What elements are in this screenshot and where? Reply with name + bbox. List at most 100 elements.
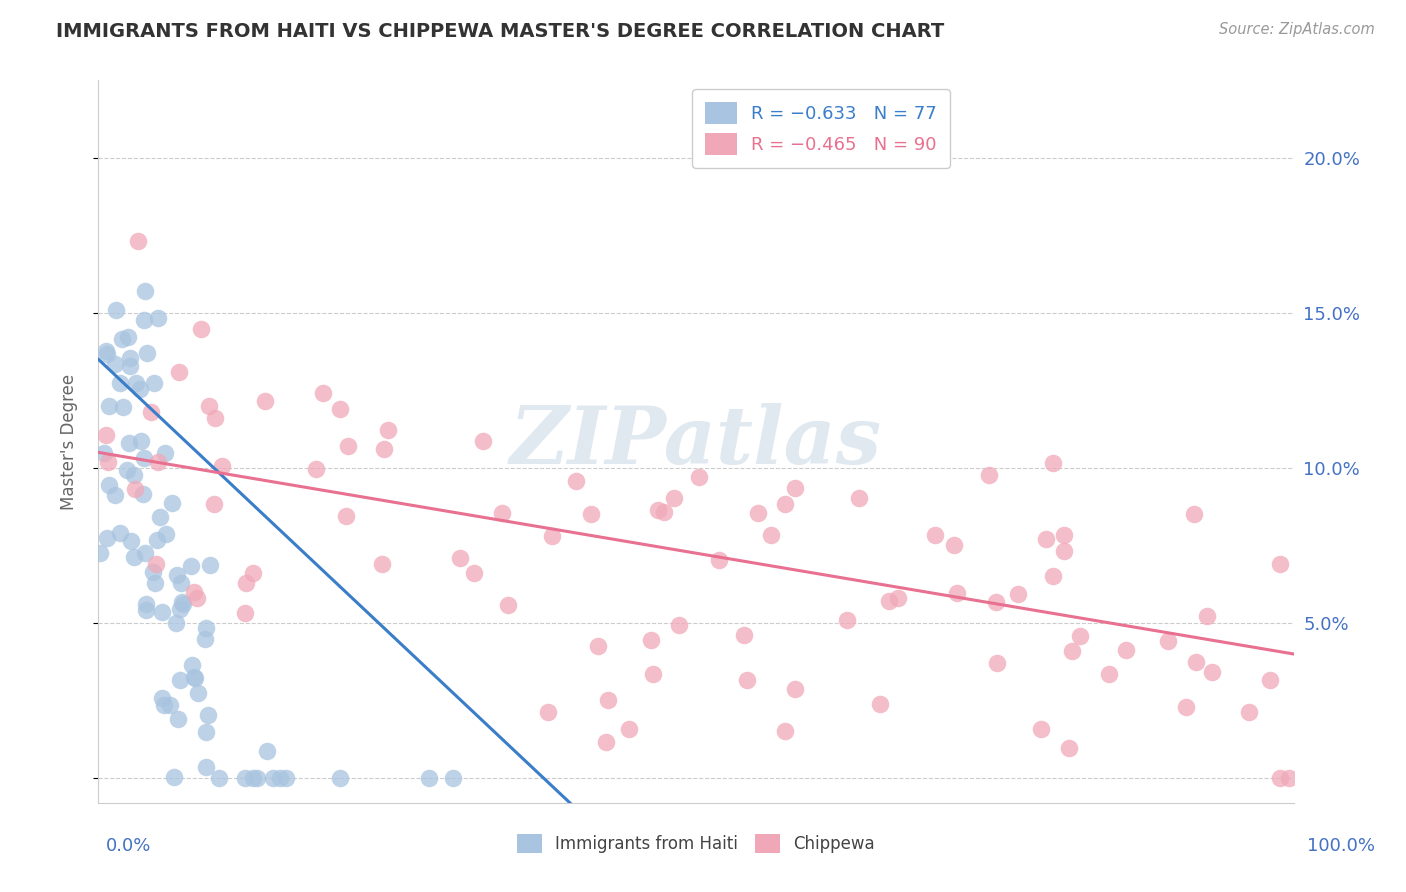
Point — [869, 698, 891, 712]
Point — [120, 359, 142, 374]
Point — [1278, 771, 1301, 785]
Point — [1053, 544, 1076, 558]
Point — [418, 771, 440, 785]
Point — [195, 760, 218, 774]
Point — [984, 595, 1007, 609]
Point — [124, 482, 146, 496]
Point — [132, 450, 155, 465]
Point — [96, 427, 118, 442]
Point — [134, 284, 156, 298]
Point — [253, 393, 276, 408]
Point — [305, 462, 328, 476]
Point — [945, 586, 967, 600]
Point — [108, 376, 131, 391]
Point — [1239, 705, 1261, 719]
Point — [194, 632, 217, 646]
Point — [142, 376, 165, 390]
Point — [640, 632, 662, 647]
Point — [737, 673, 759, 687]
Point — [877, 594, 900, 608]
Point — [98, 399, 121, 413]
Point — [166, 567, 188, 582]
Point — [1098, 667, 1121, 681]
Point — [135, 345, 157, 359]
Point — [169, 365, 191, 379]
Point — [169, 673, 191, 688]
Point — [837, 613, 859, 627]
Point — [118, 351, 141, 365]
Point — [1270, 771, 1292, 785]
Point — [89, 546, 111, 560]
Point — [1035, 532, 1057, 546]
Legend: Immigrants from Haiti, Chippewa: Immigrants from Haiti, Chippewa — [510, 827, 882, 860]
Text: IMMIGRANTS FROM HAITI VS CHIPPEWA MASTER'S DEGREE CORRELATION CHART: IMMIGRANTS FROM HAITI VS CHIPPEWA MASTER… — [56, 22, 945, 41]
Point — [165, 616, 187, 631]
Point — [159, 698, 181, 712]
Point — [233, 606, 256, 620]
Point — [924, 527, 946, 541]
Point — [943, 538, 966, 552]
Point — [785, 681, 807, 696]
Point — [977, 467, 1000, 482]
Point — [202, 497, 225, 511]
Point — [269, 771, 291, 785]
Point — [141, 405, 163, 419]
Point — [135, 597, 157, 611]
Point — [329, 771, 352, 785]
Point — [848, 491, 870, 505]
Point — [117, 329, 139, 343]
Point — [1057, 741, 1080, 756]
Point — [132, 487, 155, 501]
Point — [105, 302, 128, 317]
Point — [211, 458, 233, 473]
Point — [233, 771, 256, 785]
Point — [373, 442, 395, 456]
Point — [155, 527, 177, 541]
Point — [274, 771, 297, 785]
Point — [184, 671, 207, 685]
Point — [1069, 628, 1091, 642]
Text: 0.0%: 0.0% — [105, 837, 150, 855]
Point — [145, 533, 167, 548]
Point — [449, 551, 471, 566]
Point — [150, 691, 173, 706]
Point — [647, 503, 669, 517]
Point — [541, 529, 564, 543]
Point — [125, 376, 148, 391]
Point — [886, 591, 908, 605]
Point — [235, 576, 257, 591]
Point — [1115, 642, 1137, 657]
Point — [111, 332, 134, 346]
Point — [155, 446, 177, 460]
Point — [120, 533, 142, 548]
Point — [129, 382, 152, 396]
Text: Source: ZipAtlas.com: Source: ZipAtlas.com — [1219, 22, 1375, 37]
Point — [1062, 644, 1084, 658]
Point — [312, 386, 335, 401]
Point — [783, 481, 806, 495]
Point — [197, 708, 219, 723]
Point — [1182, 507, 1205, 521]
Point — [565, 475, 588, 489]
Point — [652, 505, 675, 519]
Point — [118, 436, 141, 450]
Point — [163, 771, 186, 785]
Point — [1042, 456, 1064, 470]
Point — [96, 347, 118, 361]
Point — [204, 411, 226, 425]
Text: ZIPatlas: ZIPatlas — [510, 403, 882, 480]
Point — [166, 712, 188, 726]
Point — [172, 597, 194, 611]
Point — [96, 531, 118, 545]
Point — [180, 558, 202, 573]
Point — [108, 526, 131, 541]
Point — [194, 724, 217, 739]
Point — [115, 463, 138, 477]
Point — [122, 549, 145, 564]
Point — [153, 698, 176, 712]
Point — [181, 658, 204, 673]
Point — [773, 497, 796, 511]
Point — [371, 557, 394, 571]
Point — [94, 343, 117, 358]
Point — [170, 575, 193, 590]
